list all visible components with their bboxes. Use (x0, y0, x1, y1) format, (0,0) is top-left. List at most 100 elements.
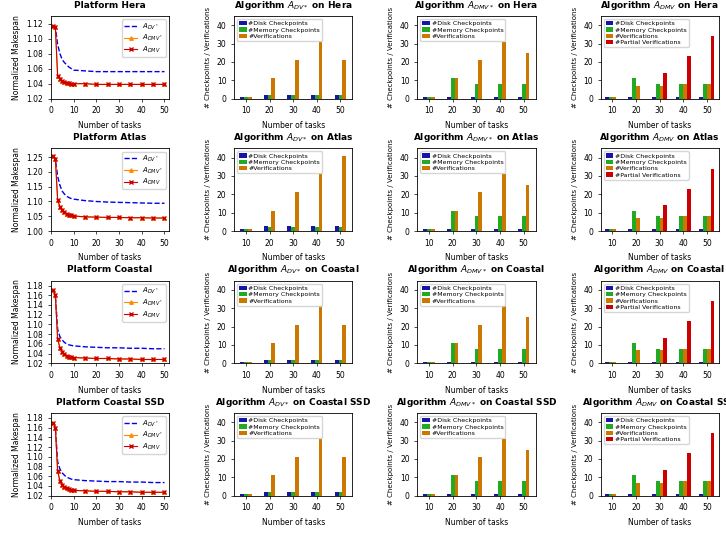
Bar (605, 229, 608, 231)
$A_{DMV}$ (103, 81, 112, 87)
Bar (272, 78, 275, 99)
$A_{DMV^*}$ (58, 481, 67, 488)
$A_{DMV^*}$ (60, 351, 69, 357)
$A_{DMV^*}$ (92, 356, 101, 362)
Bar (707, 481, 711, 496)
$A_{DV^*}$ (160, 479, 169, 486)
$A_{DMV^*}$ (137, 215, 146, 221)
$A_{DMV^*}$ (51, 424, 60, 431)
$A_{DV^*}$ (115, 68, 123, 75)
Bar (244, 229, 248, 231)
Bar (636, 86, 640, 99)
Bar (287, 492, 291, 496)
Bar (652, 361, 656, 364)
Bar (295, 192, 299, 231)
$A_{DV^*}$ (62, 193, 71, 199)
$A_{DMV^*}$ (67, 212, 76, 219)
Bar (470, 229, 475, 231)
$A_{DMV}$ (115, 81, 123, 87)
$A_{DMV}$ (149, 215, 158, 221)
$A_{DMV^*}$ (69, 213, 78, 219)
$A_{DMV}$ (51, 24, 60, 30)
Title: Platform Coastal: Platform Coastal (68, 265, 152, 274)
Bar (683, 481, 687, 496)
$A_{DV^*}$ (137, 479, 146, 485)
$A_{DV^*}$ (58, 188, 67, 195)
$A_{DMV}$ (49, 152, 57, 159)
$A_{DV^*}$ (69, 67, 78, 74)
$A_{DMV^*}$ (126, 489, 135, 495)
Bar (431, 361, 435, 364)
$A_{DMV^*}$ (60, 484, 69, 490)
Bar (652, 229, 656, 231)
$A_{DMV}$ (137, 489, 146, 496)
$A_{DMV}$ (51, 292, 60, 298)
$A_{DMV^*}$ (126, 81, 135, 87)
Bar (498, 481, 502, 496)
$A_{DV^*}$ (160, 345, 169, 352)
Bar (478, 192, 482, 231)
Bar (478, 325, 482, 364)
$A_{DV^*}$ (137, 68, 146, 75)
Bar (335, 95, 338, 99)
$A_{DMV^*}$ (53, 73, 62, 79)
Bar (711, 433, 714, 496)
Bar (291, 360, 295, 364)
Bar (335, 225, 338, 231)
Bar (423, 494, 427, 496)
X-axis label: Number of tasks: Number of tasks (78, 385, 142, 394)
$A_{DV^*}$ (137, 200, 146, 206)
$A_{DMV}$ (49, 287, 57, 294)
Bar (502, 306, 506, 364)
$A_{DMV^*}$ (149, 215, 158, 221)
$A_{DMV}$ (81, 80, 89, 87)
X-axis label: Number of tasks: Number of tasks (628, 518, 691, 527)
X-axis label: Number of tasks: Number of tasks (78, 121, 142, 130)
$A_{DMV}$ (160, 356, 169, 362)
X-axis label: Number of tasks: Number of tasks (628, 385, 691, 394)
$A_{DMV^*}$ (53, 468, 62, 474)
Bar (676, 97, 680, 99)
Bar (518, 494, 522, 496)
$A_{DMV}$ (62, 352, 71, 359)
Title: Algorithm $A_{DMV*}$ on Coastal SSD: Algorithm $A_{DMV*}$ on Coastal SSD (396, 395, 558, 409)
Bar (264, 492, 268, 496)
$A_{DMV^*}$ (53, 336, 62, 342)
Bar (319, 174, 322, 231)
Bar (494, 229, 498, 231)
$A_{DMV^*}$ (160, 81, 169, 87)
$A_{DMV^*}$ (56, 204, 65, 210)
Bar (502, 439, 506, 496)
$A_{DMV^*}$ (137, 356, 146, 362)
$A_{DV^*}$ (49, 152, 57, 159)
Bar (608, 361, 612, 364)
$A_{DV^*}$ (81, 344, 89, 350)
$A_{DMV}$ (67, 212, 76, 219)
Title: Algorithm $A_{DMV}$ on Hera: Algorithm $A_{DMV}$ on Hera (600, 0, 719, 12)
X-axis label: Number of tasks: Number of tasks (445, 518, 508, 527)
$A_{DMV}$ (115, 214, 123, 221)
Bar (605, 97, 608, 99)
X-axis label: Number of tasks: Number of tasks (628, 253, 691, 262)
Bar (315, 360, 319, 364)
$A_{DV^*}$ (67, 195, 76, 201)
Bar (475, 349, 478, 364)
$A_{DV^*}$ (126, 479, 135, 485)
$A_{DMV^*}$ (51, 292, 60, 298)
Bar (699, 229, 703, 231)
$A_{DMV}$ (60, 351, 69, 357)
Legend: $A_{DV^*}$, $A_{DMV^*}$, $A_{DMV}$: $A_{DV^*}$, $A_{DMV^*}$, $A_{DMV}$ (122, 152, 166, 189)
$A_{DMV}$ (62, 485, 71, 491)
$A_{DMV}$ (69, 354, 78, 361)
Bar (636, 218, 640, 231)
$A_{DMV^*}$ (115, 356, 123, 362)
Bar (240, 494, 244, 496)
$A_{DMV}$ (65, 80, 73, 86)
Bar (660, 86, 664, 99)
$A_{DMV}$ (126, 356, 135, 362)
Bar (272, 475, 275, 496)
Bar (636, 351, 640, 364)
Bar (711, 168, 714, 231)
$A_{DV^*}$ (67, 342, 76, 349)
Bar (264, 360, 268, 364)
